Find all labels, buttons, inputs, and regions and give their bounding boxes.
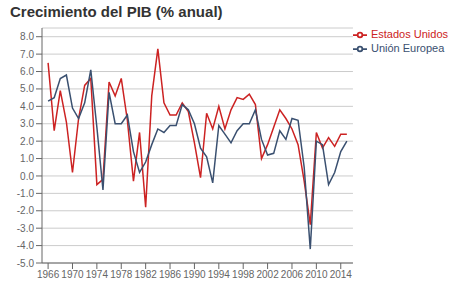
svg-text:1970: 1970 [61,269,84,280]
html-text:Estados Unidos: Estados Unidos [371,28,448,40]
svg-text:5.0: 5.0 [20,83,34,94]
svg-text:3.0: 3.0 [20,118,34,129]
svg-text:-4.0: -4.0 [17,240,35,251]
svg-text:-1.0: -1.0 [17,188,35,199]
svg-text:8.0: 8.0 [20,31,34,42]
svg-text:1986: 1986 [159,269,182,280]
svg-text:1.0: 1.0 [20,153,34,164]
svg-text:2002: 2002 [256,269,279,280]
svg-text:1974: 1974 [86,269,109,280]
html-text:Unión Europea: Unión Europea [371,42,445,55]
html-text:Crecimiento del PIB (% anual): Crecimiento del PIB (% anual) [10,3,223,20]
svg-text:-3.0: -3.0 [17,223,35,234]
svg-text:-2.0: -2.0 [17,205,35,216]
svg-text:1998: 1998 [232,269,255,280]
svg-text:0.0: 0.0 [20,171,34,182]
svg-text:2.0: 2.0 [20,136,34,147]
svg-text:-5.0: -5.0 [17,258,35,269]
svg-text:1966: 1966 [37,269,60,280]
svg-text:1990: 1990 [183,269,206,280]
svg-text:1994: 1994 [208,269,231,280]
svg-text:1982: 1982 [135,269,158,280]
svg-text:2006: 2006 [281,269,304,280]
svg-text:2014: 2014 [330,269,353,280]
svg-text:6.0: 6.0 [20,66,34,77]
svg-text:2010: 2010 [305,269,328,280]
svg-text:7.0: 7.0 [20,49,34,60]
svg-text:4.0: 4.0 [20,101,34,112]
svg-text:1978: 1978 [110,269,133,280]
